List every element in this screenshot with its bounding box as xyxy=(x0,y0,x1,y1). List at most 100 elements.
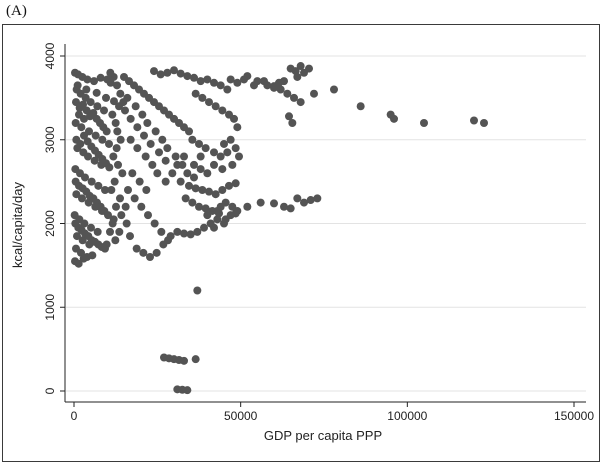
data-point xyxy=(193,286,202,295)
data-point xyxy=(218,106,227,115)
data-point xyxy=(233,123,242,132)
data-point xyxy=(300,198,308,207)
data-point xyxy=(87,223,95,232)
data-point xyxy=(228,160,237,169)
data-point xyxy=(183,386,192,395)
data-point xyxy=(198,93,207,102)
data-point xyxy=(270,199,278,208)
data-point xyxy=(116,194,124,203)
data-point xyxy=(168,169,177,178)
data-point xyxy=(141,152,150,161)
data-point xyxy=(132,244,141,253)
data-point xyxy=(191,355,200,364)
data-point xyxy=(233,78,242,87)
data-point xyxy=(225,181,233,190)
data-point xyxy=(201,204,210,213)
data-point xyxy=(293,194,302,203)
data-point xyxy=(180,152,188,161)
data-point xyxy=(180,229,188,238)
data-point xyxy=(121,202,130,211)
data-point xyxy=(186,230,195,239)
data-point xyxy=(137,202,146,211)
data-point xyxy=(180,356,188,365)
data-point xyxy=(390,114,398,123)
x-axis-title: GDP per capita PPP xyxy=(264,428,382,443)
data-point xyxy=(356,102,365,111)
data-point xyxy=(135,177,144,186)
data-point xyxy=(231,209,240,218)
data-point xyxy=(77,123,86,132)
data-point xyxy=(82,85,91,94)
data-point xyxy=(203,169,212,178)
y-tick-label-2000: 2000 xyxy=(43,210,57,237)
data-point xyxy=(163,144,172,153)
data-point xyxy=(82,106,91,115)
data-point xyxy=(210,223,218,232)
data-point xyxy=(80,114,88,123)
data-point xyxy=(240,75,248,84)
data-point xyxy=(139,248,148,257)
data-point xyxy=(83,75,92,84)
data-point xyxy=(210,160,218,169)
data-points xyxy=(70,62,488,395)
data-point xyxy=(218,186,227,194)
data-point xyxy=(88,251,97,260)
data-point xyxy=(166,232,175,241)
data-point xyxy=(291,67,300,76)
data-point xyxy=(117,211,126,220)
data-point xyxy=(185,127,193,136)
data-point xyxy=(152,248,161,257)
data-point xyxy=(306,196,315,205)
data-point xyxy=(121,106,129,115)
data-point xyxy=(93,102,102,111)
data-point xyxy=(101,186,109,194)
data-point xyxy=(102,93,110,102)
data-point xyxy=(203,211,212,220)
data-point xyxy=(142,186,151,194)
y-tick-label-4000: 4000 xyxy=(43,42,57,69)
data-point xyxy=(223,148,232,157)
x-ticks: 0 50000 100000 150000 xyxy=(71,402,594,423)
data-point xyxy=(148,160,157,169)
data-point xyxy=(280,202,288,211)
data-point xyxy=(98,135,107,144)
data-point xyxy=(285,112,293,121)
x-tick-label-50000: 50000 xyxy=(224,409,258,423)
data-point xyxy=(196,165,205,174)
data-point xyxy=(260,77,268,86)
data-point xyxy=(171,152,180,161)
data-point xyxy=(126,232,134,241)
data-point xyxy=(191,89,200,98)
data-point xyxy=(143,119,152,127)
data-point xyxy=(157,227,166,236)
data-point xyxy=(156,70,165,79)
data-point xyxy=(190,173,198,182)
data-point xyxy=(146,139,155,148)
x-tick-label-150000: 150000 xyxy=(554,409,594,423)
data-point xyxy=(112,144,121,153)
data-point xyxy=(101,244,109,253)
x-tick-label-100000: 100000 xyxy=(387,409,427,423)
data-point xyxy=(188,198,197,207)
data-point xyxy=(163,68,172,77)
data-point xyxy=(226,75,235,84)
data-point xyxy=(151,127,160,136)
data-point xyxy=(111,236,120,245)
data-point xyxy=(146,253,154,261)
data-point xyxy=(90,156,99,165)
data-point xyxy=(79,100,87,109)
data-point xyxy=(86,98,95,107)
data-point xyxy=(116,89,125,98)
data-point xyxy=(131,102,140,111)
data-point xyxy=(76,139,85,148)
data-point xyxy=(181,194,190,203)
data-point xyxy=(84,152,92,161)
data-point xyxy=(124,186,132,194)
data-point xyxy=(231,179,240,188)
data-point xyxy=(93,227,102,236)
data-point xyxy=(276,85,285,94)
data-point xyxy=(109,152,118,161)
data-point xyxy=(150,219,159,228)
data-point xyxy=(144,211,152,220)
